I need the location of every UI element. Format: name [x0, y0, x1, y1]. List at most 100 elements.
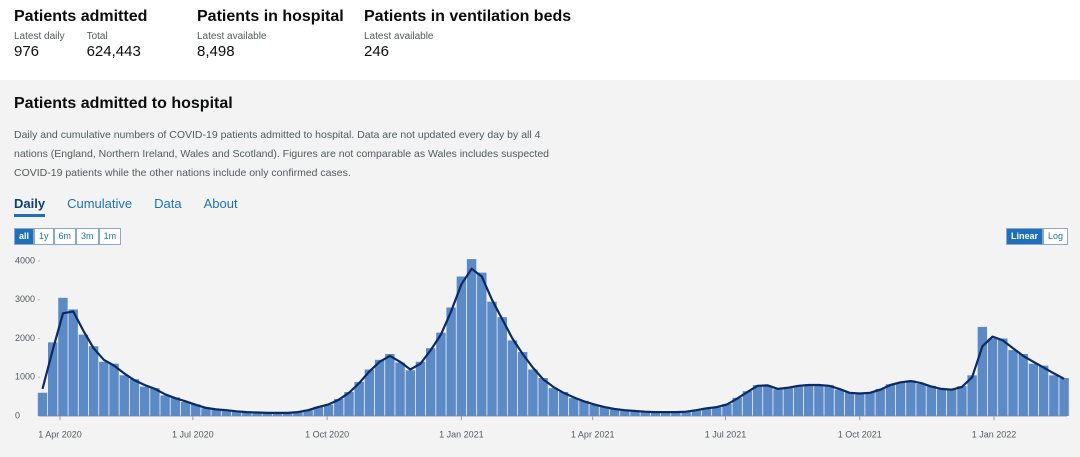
y-tick-label: 0: [15, 410, 20, 420]
bar: [221, 410, 232, 416]
x-tick-label: 1 Jul 2020: [172, 429, 214, 439]
bar: [783, 386, 793, 416]
x-tick-label: 1 Oct 2020: [305, 429, 349, 439]
bar: [977, 326, 988, 416]
bar: [936, 389, 947, 416]
bar: [129, 379, 140, 416]
bar: [415, 361, 426, 416]
range-button[interactable]: 1m: [98, 228, 122, 245]
bar: [487, 301, 497, 416]
x-tick-label: 1 Jan 2022: [972, 429, 1017, 439]
bar: [967, 375, 977, 416]
bar: [671, 412, 681, 416]
tab[interactable]: Data: [154, 196, 182, 211]
bar: [528, 369, 538, 416]
bar: [630, 411, 640, 416]
bar: [334, 398, 344, 416]
panel-title: Patients admitted to hospital: [14, 95, 233, 112]
tabs: Daily Cumulative Data About: [14, 196, 260, 217]
bar: [68, 309, 78, 416]
range-buttons: all 1y 6m 3m 1m: [14, 228, 122, 245]
headline-group: Patients in hospital Latest available 8,49…: [197, 8, 344, 60]
bar: [803, 384, 814, 416]
metric-label: Total: [86, 31, 108, 42]
bar: [160, 395, 170, 416]
bar: [242, 412, 252, 416]
bar: [569, 398, 579, 416]
metric: Latest available 8,498: [197, 26, 267, 60]
bar: [1018, 354, 1028, 416]
bar: [48, 342, 58, 416]
x-tick-label: 1 Apr 2020: [38, 429, 82, 439]
bar: [446, 307, 456, 416]
bar: [957, 386, 967, 416]
bar: [109, 363, 119, 416]
bar: [558, 391, 569, 416]
bar: [282, 413, 293, 416]
scale-button[interactable]: Log: [1042, 228, 1068, 245]
bar: [150, 388, 160, 416]
bar: [824, 385, 834, 416]
bar: [313, 406, 324, 416]
bar: [252, 412, 262, 416]
bar: [998, 338, 1008, 416]
bar: [497, 317, 507, 416]
scale-button[interactable]: Linear: [1005, 228, 1043, 245]
bar: [906, 380, 916, 416]
bar: [732, 397, 742, 416]
bar: [752, 385, 763, 416]
bar: [987, 338, 998, 416]
tab[interactable]: Cumulative: [67, 196, 133, 211]
bar: [681, 411, 691, 416]
bar: [834, 389, 845, 416]
bar: [691, 409, 702, 416]
bar: [722, 403, 732, 416]
bar: [37, 392, 48, 416]
range-button[interactable]: 6m: [53, 228, 77, 245]
bar: [650, 412, 661, 416]
bar: [538, 378, 548, 416]
x-tick-label: 1 Oct 2021: [838, 429, 882, 439]
bar: [344, 391, 354, 416]
tab[interactable]: About: [203, 196, 238, 211]
bar: [395, 362, 405, 416]
bar: [660, 411, 671, 416]
bar: [323, 404, 334, 416]
panel-description: Daily and cumulative numbers of COVID-19…: [14, 129, 550, 179]
range-button[interactable]: 1y: [34, 228, 54, 245]
metric: Total 624,443: [87, 26, 141, 60]
bar: [201, 408, 211, 416]
y-tick-label: 4000: [15, 255, 35, 265]
bar: [589, 404, 599, 416]
chart: 0 1000 2000 3000 4000 1 Apr 2020 1 Jul 2020 1 O…: [15, 255, 1069, 439]
headline-group: Patients in ventilation beds Latest avail…: [364, 8, 571, 60]
range-button[interactable]: 3m: [76, 228, 99, 245]
bar: [211, 409, 221, 416]
bar: [293, 411, 303, 416]
bar: [405, 370, 415, 416]
bar: [385, 354, 395, 416]
bar: [191, 404, 201, 416]
bar: [844, 392, 855, 416]
y-tick-label: 2000: [15, 333, 35, 343]
headline-group: Patients admitted Latest daily 976 Total 624…: [14, 8, 163, 60]
bar: [916, 383, 926, 416]
bar: [1038, 365, 1049, 416]
metric-label: Latest daily: [14, 31, 65, 42]
bar: [640, 411, 650, 416]
y-tick-label: 1000: [15, 372, 35, 382]
x-tick-label: 1 Jan 2021: [439, 429, 484, 439]
bar: [895, 382, 906, 416]
metric-value: 624,443: [86, 43, 141, 60]
tab[interactable]: Daily: [14, 196, 46, 217]
metric: Latest available 246: [364, 26, 434, 60]
bar: [272, 412, 283, 416]
bar: [865, 391, 875, 416]
bar: [599, 406, 610, 416]
bar: [947, 388, 957, 416]
range-button[interactable]: all: [14, 228, 35, 245]
scale-buttons: Linear Log: [1005, 228, 1068, 245]
bar: [364, 369, 375, 416]
x-tick-label: 1 Apr 2021: [571, 429, 615, 439]
